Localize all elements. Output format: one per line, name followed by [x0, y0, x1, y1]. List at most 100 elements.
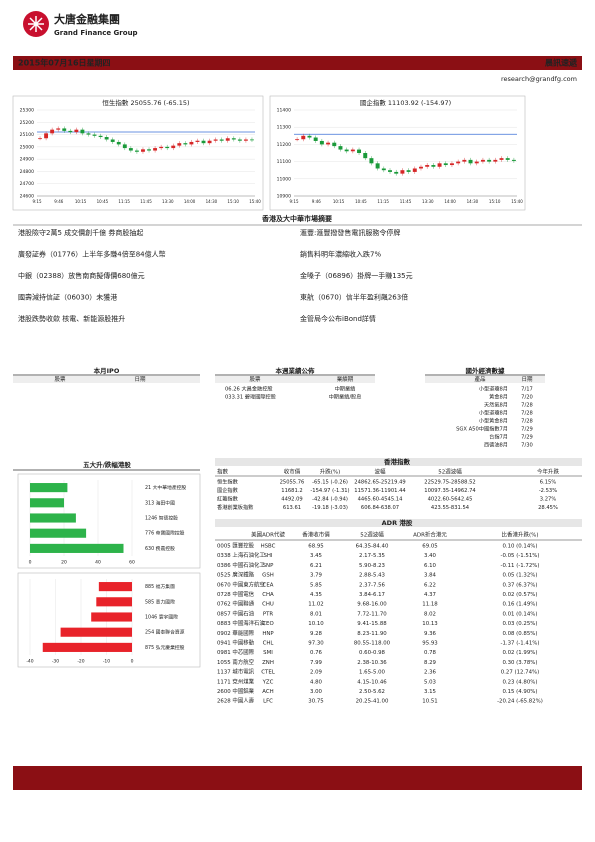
- bottom-bar: [13, 766, 582, 790]
- table-cell: LFC: [263, 699, 273, 705]
- table-cell: 20.25-41.00: [356, 699, 389, 705]
- candle: [406, 170, 411, 172]
- x-tick-label: -20: [77, 659, 84, 665]
- x-tick-label: 14:30: [467, 199, 479, 204]
- candle: [92, 134, 97, 136]
- chart-frame: [269, 95, 526, 211]
- table-cell: 4.15-10.46: [357, 679, 387, 685]
- table-title: 香港指數: [384, 457, 411, 466]
- candle: [68, 130, 73, 133]
- bar: [30, 513, 76, 523]
- table-cell: 7/28: [521, 419, 533, 425]
- table-cell: 9.41-15.88: [357, 621, 387, 627]
- table-cell: -65.15 (-0.26): [312, 480, 348, 486]
- table-cell: 9.28: [310, 631, 323, 637]
- table-cell: 0.27 (12.74%): [501, 670, 539, 676]
- table-cell: 7/17: [521, 387, 533, 393]
- candle: [474, 161, 479, 164]
- news-item: 滙豐:滙豐撥發售電訊服務令停牌: [300, 228, 400, 237]
- table-cell: 小型道瓊8月: [479, 385, 508, 393]
- table-cell: SNP: [263, 563, 274, 569]
- x-tick-label: 9:15: [33, 199, 42, 204]
- x-tick-label: 0: [131, 659, 134, 665]
- table-cell: 9.68-16.00: [357, 602, 387, 608]
- table-cell: 4.37: [424, 592, 436, 598]
- table-cell: 3.27%: [540, 497, 557, 503]
- table-cell: 2628 中國人壽: [217, 697, 255, 705]
- company-name: 大唐金融集團: [54, 12, 120, 26]
- table-cell: 0.10 (0.14%): [502, 544, 537, 550]
- table-cell: 11681.2: [281, 488, 302, 494]
- table-cell: 0670 中國東方航空: [217, 580, 265, 588]
- candle: [480, 159, 485, 162]
- table-cell: 中期業績: [335, 385, 356, 393]
- candle: [400, 170, 405, 174]
- chart-frame: [12, 95, 264, 211]
- bar-label: 585 意力國際: [145, 598, 175, 605]
- table-cell: 2.38-10.36: [357, 660, 387, 666]
- x-tick-label: -40: [26, 659, 33, 665]
- table-header-band: [425, 376, 545, 383]
- x-tick-label: 11:45: [400, 199, 412, 204]
- y-tick-label: 24900: [20, 157, 34, 163]
- table-cell: 7/30: [521, 443, 533, 449]
- x-tick-label: -10: [103, 659, 110, 665]
- table-cell: 25055.76: [280, 480, 305, 486]
- bar: [42, 642, 132, 652]
- y-tick-label: 11000: [277, 176, 291, 182]
- table-cell: 0.05 (1.32%): [502, 573, 537, 579]
- x-tick-label: 60: [129, 560, 135, 566]
- column-header: 業績期: [337, 375, 354, 383]
- column-header: 日期: [521, 376, 533, 383]
- top-bar: [13, 56, 582, 70]
- table-cell: CHA: [262, 592, 274, 598]
- candle: [141, 149, 145, 152]
- candle: [195, 140, 200, 142]
- table-cell: 2600 中國鋁業: [217, 687, 255, 695]
- column-header: 波幅: [374, 468, 386, 476]
- candle: [98, 135, 103, 138]
- table-cell: 30.75: [308, 699, 323, 705]
- candle: [468, 159, 473, 164]
- candle: [357, 149, 362, 153]
- table-cell: 10.51: [422, 699, 437, 705]
- table-title-band: [215, 458, 582, 466]
- candle: [456, 161, 461, 164]
- table-cell: 1.65-5.00: [359, 670, 386, 676]
- column-header: 股票: [54, 376, 66, 383]
- table-title-band: [215, 519, 582, 527]
- news-item: 港股跌勢收歛 核電、新能源股推升: [18, 314, 125, 323]
- table-cell: 69.05: [422, 544, 437, 550]
- bar: [98, 582, 132, 592]
- candle: [363, 153, 368, 159]
- candle: [301, 135, 306, 140]
- candle: [487, 159, 492, 162]
- candle: [505, 158, 510, 160]
- candle: [493, 159, 498, 162]
- table-cell: 11.02: [308, 602, 323, 608]
- news-item: 國壽減持信証（06030）未獲港: [18, 293, 117, 302]
- x-tick-label: 10:45: [355, 199, 367, 204]
- candle: [128, 148, 133, 151]
- news-item: 銷售料明年濃縮收入跌7%: [300, 250, 381, 259]
- table-cell: 8.29: [424, 660, 437, 666]
- candle: [425, 165, 430, 167]
- x-tick-label: 15:40: [511, 199, 523, 204]
- table-cell: 7/28: [521, 411, 533, 417]
- candle: [375, 163, 380, 169]
- table-title: ADR 港股: [382, 518, 413, 527]
- table-cell: 6.15%: [540, 480, 557, 486]
- candle: [499, 158, 504, 160]
- news-item: 東航（0670）信半年盈利飆263倍: [300, 293, 408, 302]
- candle: [110, 139, 115, 142]
- candle: [165, 146, 170, 149]
- y-tick-label: 24800: [20, 169, 34, 175]
- bar: [30, 498, 64, 508]
- y-tick-label: 25100: [20, 132, 34, 138]
- candle: [462, 159, 467, 162]
- table-cell: ZNH: [262, 660, 274, 666]
- candle: [201, 140, 206, 144]
- bar-label: 1046 寰宇國際: [145, 614, 178, 621]
- table-cell: 95.93: [422, 641, 437, 647]
- bar: [60, 627, 132, 637]
